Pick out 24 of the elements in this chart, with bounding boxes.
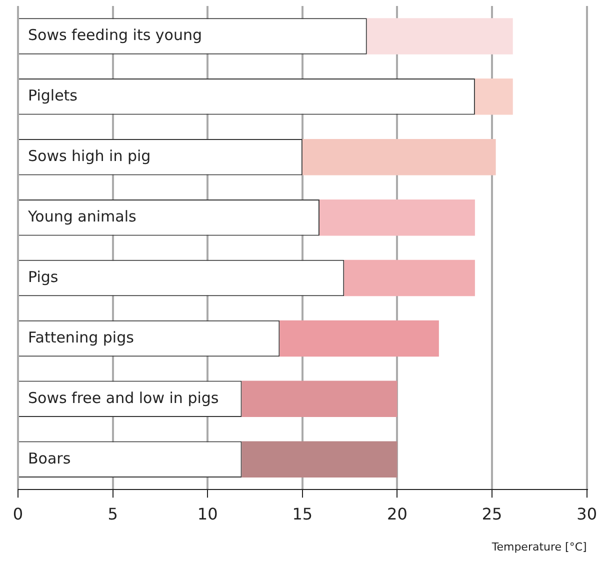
y-tick-label: Sows free and low in pigs bbox=[28, 388, 219, 407]
y-tick-label: Piglets bbox=[28, 86, 78, 105]
x-axis-title: Temperature [°C] bbox=[490, 540, 587, 554]
bar bbox=[474, 78, 513, 115]
x-tick-label: 20 bbox=[387, 504, 408, 524]
bar bbox=[344, 260, 475, 296]
y-tick-label: Pigs bbox=[28, 268, 58, 286]
x-tick-label: 25 bbox=[482, 504, 502, 524]
x-tick-label: 5 bbox=[108, 504, 118, 524]
bar bbox=[366, 18, 513, 54]
bar bbox=[302, 138, 496, 176]
y-tick-label: Sows feeding its young bbox=[28, 26, 202, 44]
x-tick-label: 10 bbox=[197, 504, 218, 524]
y-tick-label: Fattening pigs bbox=[28, 328, 134, 346]
y-tick-label: Boars bbox=[28, 449, 71, 468]
x-tick-label: 0 bbox=[12, 504, 24, 524]
bar bbox=[319, 199, 475, 236]
y-tick-label: Young animals bbox=[27, 207, 136, 226]
x-tick-label: 15 bbox=[292, 504, 313, 524]
bar bbox=[242, 441, 398, 478]
bar bbox=[242, 380, 398, 418]
y-tick-label: Sows high in pig bbox=[28, 147, 151, 166]
x-tick-label: 30 bbox=[576, 504, 597, 524]
bar bbox=[280, 320, 439, 357]
